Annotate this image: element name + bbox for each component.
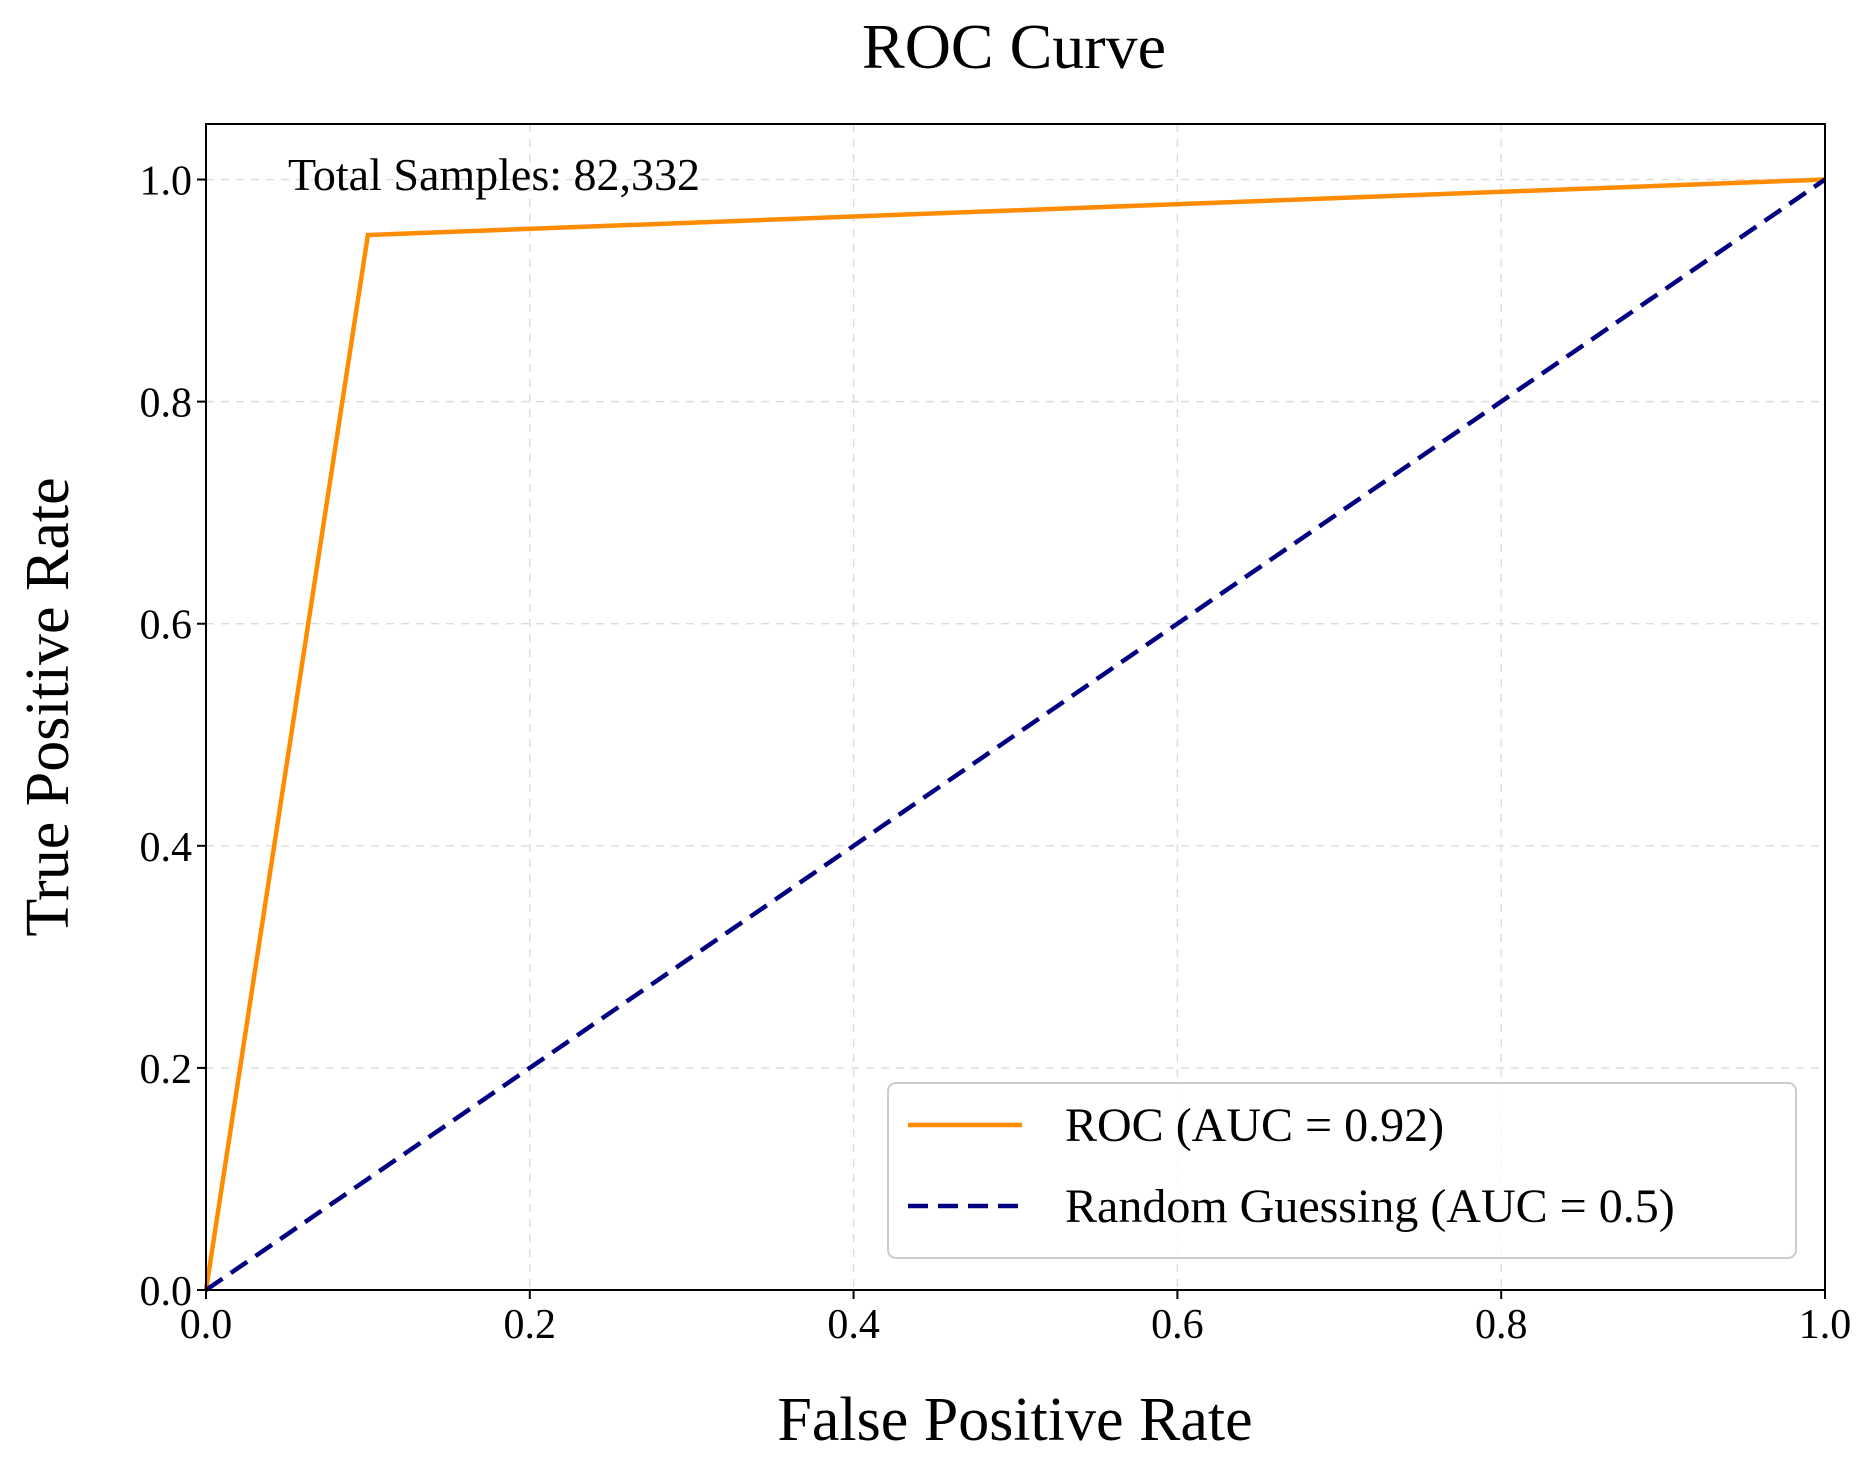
y-tick-label: 1.0 [140,159,193,205]
y-tick-label: 0.8 [140,381,193,427]
legend-label-roc: ROC (AUC = 0.92) [1065,1099,1444,1152]
series-group [203,177,1827,1292]
x-axis-ticks: 0.0 0.2 0.4 0.6 0.8 1.0 [180,1290,1852,1348]
y-tick-label: 0.2 [140,1047,193,1093]
x-tick-label: 0.4 [827,1302,880,1348]
legend: ROC (AUC = 0.92) Random Guessing (AUC = … [887,1082,1797,1259]
x-tick-label: 1.0 [1799,1302,1852,1348]
total-samples-annotation: Total Samples: 82,332 [288,149,700,200]
roc-curve-line [203,177,1826,1291]
x-tick-label: 0.0 [180,1302,233,1348]
x-axis-label: False Positive Rate [777,1386,1252,1454]
plot-frame [205,123,1826,1291]
y-tick-label: 0.6 [140,603,193,649]
y-tick-label: 0.4 [140,825,193,871]
x-tick-label: 0.2 [504,1302,557,1348]
chart-title: ROC Curve [862,11,1166,82]
y-axis-ticks: 0.0 0.2 0.4 0.6 0.8 1.0 [140,159,206,1315]
y-axis-label: True Positive Rate [14,477,82,936]
x-tick-label: 0.8 [1475,1302,1528,1348]
legend-label-random-guessing: Random Guessing (AUC = 0.5) [1065,1180,1675,1233]
random-guessing-line [204,177,1827,1292]
y-tick-label: 0.0 [140,1269,193,1315]
legend-box [887,1082,1797,1259]
x-tick-label: 0.6 [1151,1302,1204,1348]
